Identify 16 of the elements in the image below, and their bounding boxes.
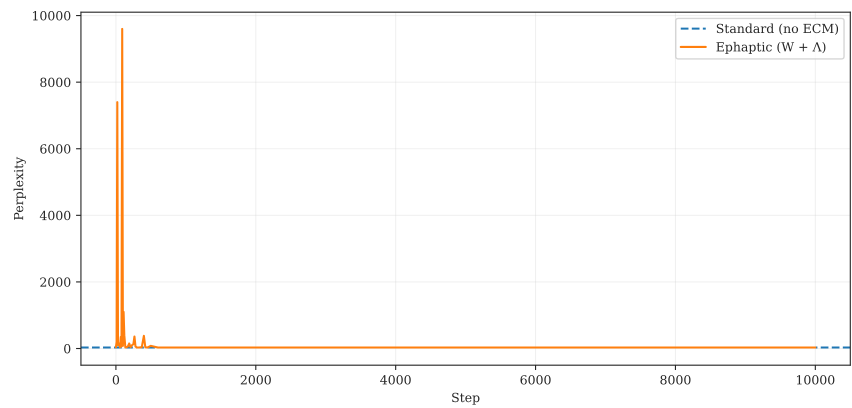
legend-label: Ephaptic (W + Λ): [716, 42, 826, 54]
y-tick-label: 6000: [40, 144, 70, 154]
x-tick-label: 2000: [240, 375, 271, 385]
x-tick-label: 6000: [520, 375, 551, 385]
y-tick-label: 0: [64, 344, 70, 354]
y-tick-label: 4000: [40, 210, 70, 220]
legend-label: Standard (no ECM): [716, 23, 838, 35]
x-tick-label: 0: [112, 375, 120, 385]
y-tick-label: 8000: [40, 78, 70, 88]
y-axis-title: Perplexity: [14, 156, 26, 220]
y-tick-label: 10000: [32, 11, 70, 20]
y-tick-label: 2000: [40, 277, 70, 287]
x-tick-label: 8000: [660, 375, 691, 385]
x-tick-label: 10000: [796, 375, 834, 385]
x-axis-title: Step: [452, 392, 480, 405]
x-tick-label: 4000: [380, 375, 411, 385]
